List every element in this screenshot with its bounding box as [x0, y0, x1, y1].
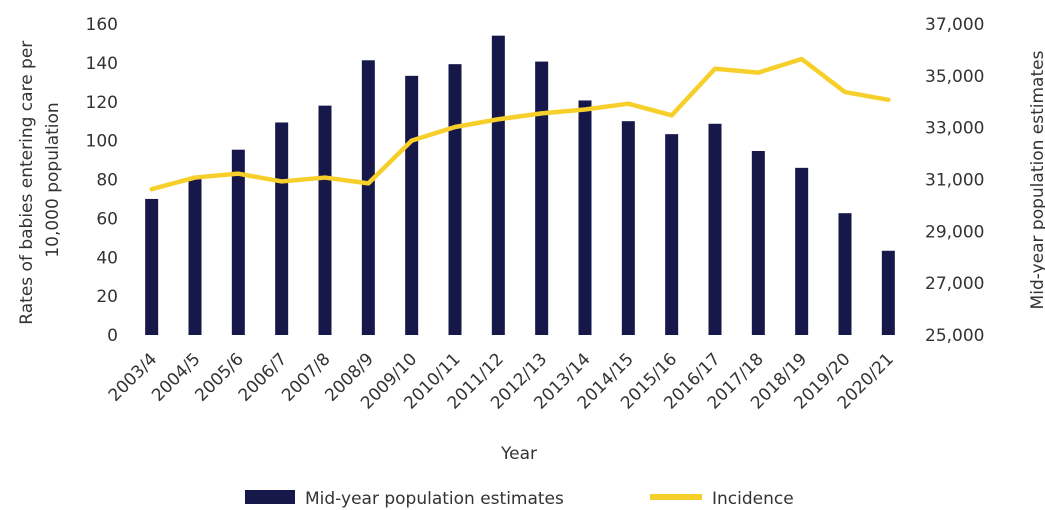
bar — [188, 178, 202, 335]
bar — [318, 105, 332, 335]
bar — [578, 100, 592, 336]
left-tick-label: 80 — [96, 171, 118, 191]
bar — [491, 35, 505, 335]
left-tick-label: 140 — [86, 54, 118, 74]
left-axis-title: Rates of babies entering care per 10,000… — [17, 35, 63, 324]
legend: Mid-year population estimates Incidence — [245, 489, 794, 509]
right-tick-label: 29,000 — [925, 222, 984, 242]
right-tick-label: 35,000 — [925, 67, 984, 87]
bar — [621, 121, 635, 335]
bar-series — [145, 35, 895, 336]
bar — [751, 150, 765, 335]
legend-label-line: Incidence — [712, 489, 794, 509]
left-axis-title-line-2: 10,000 population — [43, 102, 63, 257]
left-tick-label: 40 — [96, 248, 118, 268]
right-tick-label: 37,000 — [925, 15, 984, 35]
incidence-line — [149, 56, 891, 192]
right-tick-label: 25,000 — [925, 326, 984, 346]
bar — [361, 60, 375, 336]
bar — [535, 61, 549, 336]
left-axis-title-line-1: Rates of babies entering care per — [17, 41, 37, 325]
bar — [145, 198, 159, 335]
bar — [448, 64, 462, 335]
left-tick-label: 0 — [107, 326, 118, 346]
bar — [231, 149, 245, 335]
left-tick-label: 60 — [96, 209, 118, 229]
left-tick-label: 120 — [86, 93, 118, 113]
line-series — [149, 56, 891, 192]
legend-label-bars: Mid-year population estimates — [305, 489, 564, 509]
right-tick-label: 27,000 — [925, 274, 984, 294]
x-axis-ticks: 2003/42004/52005/62006/72007/82008/92009… — [105, 349, 898, 413]
right-tick-label: 31,000 — [925, 171, 984, 191]
right-tick-label: 33,000 — [925, 119, 984, 139]
bar — [838, 213, 852, 335]
left-tick-label: 20 — [96, 287, 118, 307]
left-tick-label: 160 — [86, 15, 118, 35]
bar — [795, 167, 809, 335]
bar — [881, 250, 895, 335]
right-axis-title: Mid-year population estimates — [1028, 50, 1045, 309]
bar — [665, 134, 679, 335]
left-tick-label: 100 — [86, 132, 118, 152]
left-axis-ticks: 0 20 40 60 80 100 120 140 160 — [86, 15, 118, 346]
bar — [708, 123, 722, 335]
right-axis-ticks: 25,000 27,000 29,000 31,000 33,000 35,000 37,0… — [925, 15, 984, 346]
bar — [275, 122, 289, 335]
bar — [405, 75, 419, 335]
legend-swatch-bars — [245, 490, 295, 504]
x-axis-title: Year — [500, 444, 537, 464]
